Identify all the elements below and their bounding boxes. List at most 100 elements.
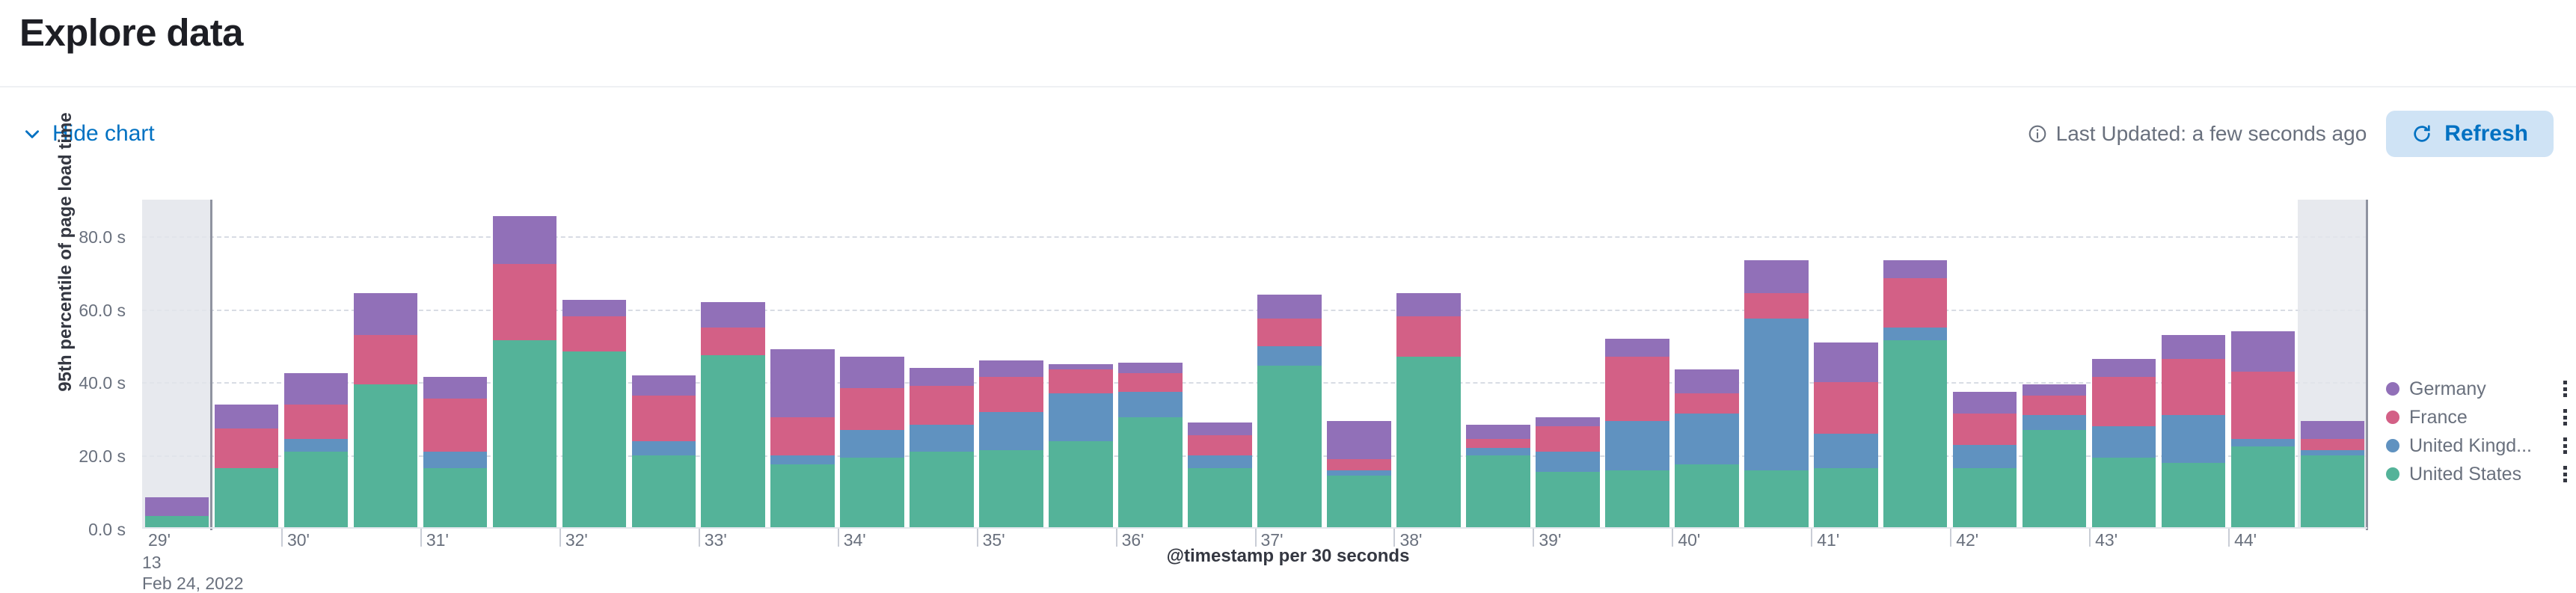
- bar-segment[interactable]: [1118, 417, 1183, 529]
- bar-segment[interactable]: [979, 411, 1043, 450]
- bar-segment[interactable]: [910, 386, 974, 425]
- bar-segment[interactable]: [1327, 459, 1391, 470]
- bar-segment[interactable]: [2091, 426, 2156, 458]
- bar-segment[interactable]: [2022, 415, 2087, 431]
- bar-segment[interactable]: [283, 439, 349, 452]
- bar-segment[interactable]: [2161, 463, 2226, 529]
- bar-stack[interactable]: [2230, 331, 2296, 529]
- bar-segment[interactable]: [2161, 415, 2226, 464]
- bar-segment[interactable]: [1118, 362, 1183, 374]
- bar-segment[interactable]: [492, 216, 557, 264]
- bar-segment[interactable]: [631, 440, 696, 456]
- bar-segment[interactable]: [1605, 338, 1669, 357]
- bar-segment[interactable]: [1396, 357, 1461, 529]
- bar-segment[interactable]: [2300, 439, 2365, 450]
- bar-segment[interactable]: [2300, 455, 2365, 529]
- bar-segment[interactable]: [770, 417, 835, 456]
- bar-segment[interactable]: [144, 515, 209, 529]
- bar-segment[interactable]: [1118, 391, 1183, 417]
- bar-segment[interactable]: [2300, 420, 2365, 440]
- bar-segment[interactable]: [2230, 439, 2296, 446]
- bar-segment[interactable]: [423, 377, 488, 399]
- bar-stack[interactable]: [979, 360, 1043, 529]
- bar-segment[interactable]: [2161, 334, 2226, 359]
- bar-stack[interactable]: [1327, 420, 1391, 529]
- bar-segment[interactable]: [283, 373, 349, 405]
- bar-segment[interactable]: [631, 455, 696, 529]
- bar-segment[interactable]: [1257, 345, 1322, 366]
- bar-stack[interactable]: [770, 349, 835, 529]
- bar-segment[interactable]: [2230, 446, 2296, 529]
- bar-stack[interactable]: [1813, 342, 1878, 529]
- bar-stack[interactable]: [2300, 420, 2365, 529]
- bar-segment[interactable]: [2230, 331, 2296, 372]
- bar-segment[interactable]: [562, 300, 627, 317]
- chart-legend[interactable]: Germany France United Kingd... United State…: [2386, 375, 2573, 488]
- bar-segment[interactable]: [840, 430, 904, 458]
- bar-segment[interactable]: [1327, 470, 1391, 476]
- bar-stack[interactable]: [1118, 362, 1183, 529]
- bar-segment[interactable]: [1257, 318, 1322, 346]
- bar-segment[interactable]: [1188, 468, 1252, 529]
- bar-segment[interactable]: [423, 399, 488, 452]
- bar-segment[interactable]: [840, 457, 904, 529]
- bar-segment[interactable]: [1675, 464, 1739, 529]
- bar-segment[interactable]: [1396, 316, 1461, 357]
- bar-segment[interactable]: [1952, 391, 2017, 414]
- bar-segment[interactable]: [2091, 358, 2156, 378]
- plot-area[interactable]: 0.0 s 20.0 s 40.0 s 60.0 s 80.0 s: [79, 200, 2368, 539]
- bar-segment[interactable]: [770, 464, 835, 529]
- bar-segment[interactable]: [910, 367, 974, 387]
- legend-item[interactable]: Germany: [2386, 375, 2573, 403]
- bar-stack[interactable]: [1396, 292, 1461, 529]
- bar-stack[interactable]: [701, 301, 765, 529]
- bar-stack[interactable]: [631, 375, 696, 529]
- bar-stack[interactable]: [2022, 384, 2087, 529]
- bar-segment[interactable]: [1049, 369, 1113, 394]
- bar-segment[interactable]: [2300, 449, 2365, 456]
- bar-segment[interactable]: [631, 395, 696, 441]
- bar-segment[interactable]: [1466, 455, 1530, 529]
- bar-stack[interactable]: [492, 216, 557, 529]
- bar-segment[interactable]: [1049, 393, 1113, 441]
- bar-segment[interactable]: [1188, 455, 1252, 469]
- bar-stack[interactable]: [423, 377, 488, 529]
- bar-stack[interactable]: [1605, 338, 1669, 529]
- bar-segment[interactable]: [214, 428, 279, 469]
- bar-stack[interactable]: [283, 373, 349, 529]
- legend-item-menu-icon[interactable]: [2557, 379, 2573, 399]
- bar-stack[interactable]: [910, 367, 974, 529]
- bar-segment[interactable]: [1675, 393, 1739, 414]
- bar-segment[interactable]: [631, 375, 696, 396]
- bar-stack[interactable]: [144, 497, 209, 529]
- bar-segment[interactable]: [1605, 470, 1669, 529]
- bar-segment[interactable]: [1675, 414, 1739, 465]
- bar-segment[interactable]: [1883, 340, 1948, 529]
- bar-segment[interactable]: [1813, 382, 1878, 434]
- bar-segment[interactable]: [562, 316, 627, 351]
- bar-segment[interactable]: [1883, 328, 1948, 341]
- bar-segment[interactable]: [144, 497, 209, 516]
- bar-segment[interactable]: [1327, 420, 1391, 460]
- bar-segment[interactable]: [1466, 439, 1530, 449]
- bar-segment[interactable]: [214, 468, 279, 529]
- legend-item[interactable]: United States: [2386, 460, 2573, 488]
- bar-segment[interactable]: [1952, 414, 2017, 445]
- bar-segment[interactable]: [1466, 424, 1530, 440]
- bar-segment[interactable]: [1952, 468, 2017, 529]
- bar-stack[interactable]: [2091, 358, 2156, 529]
- legend-item-menu-icon[interactable]: [2557, 436, 2573, 455]
- bar-segment[interactable]: [283, 452, 349, 529]
- refresh-button[interactable]: Refresh: [2386, 111, 2554, 157]
- bar-segment[interactable]: [353, 384, 418, 529]
- bar-segment[interactable]: [214, 404, 279, 428]
- bar-segment[interactable]: [701, 354, 765, 529]
- bar-segment[interactable]: [1257, 366, 1322, 529]
- hide-chart-button[interactable]: Hide chart: [21, 120, 156, 148]
- bar-segment[interactable]: [2022, 395, 2087, 416]
- bar-segment[interactable]: [1536, 417, 1600, 427]
- bar-segment[interactable]: [979, 449, 1043, 529]
- bar-segment[interactable]: [353, 292, 418, 335]
- bar-stack[interactable]: [1188, 423, 1252, 529]
- bar-segment[interactable]: [1675, 369, 1739, 394]
